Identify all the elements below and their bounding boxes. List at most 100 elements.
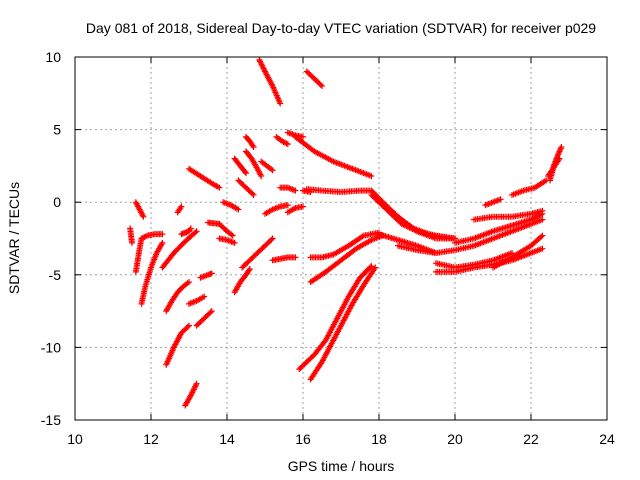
data-point (193, 228, 200, 235)
data-point (187, 225, 194, 232)
data-point (242, 168, 249, 175)
data-point (243, 170, 249, 177)
series-arc-26 (258, 158, 276, 174)
x-tick-label: 14 (219, 431, 235, 447)
data-point (538, 233, 545, 240)
data-point (558, 144, 565, 151)
chart-title: Day 081 of 2018, Sidereal Day-to-day VTE… (86, 20, 596, 36)
data-point (497, 196, 504, 203)
series-arc-10 (174, 203, 185, 216)
data-point (184, 323, 191, 330)
series-arc-30 (273, 133, 291, 148)
data-point (208, 308, 215, 315)
series-arc-06 (159, 228, 200, 271)
data-point (207, 309, 214, 316)
x-tick-label: 12 (143, 431, 159, 447)
series-arc-20 (231, 265, 253, 296)
series-arc-45 (395, 216, 546, 257)
series-arc-54 (545, 155, 563, 180)
data-point (208, 270, 215, 277)
y-tick-label: 0 (53, 194, 61, 210)
data-point (300, 203, 306, 210)
y-tick-label: -10 (41, 339, 61, 355)
data-point (372, 264, 379, 271)
data-point (192, 229, 199, 236)
series-arc-39 (307, 264, 379, 383)
y-tick-label: 5 (53, 122, 61, 138)
series-arc-07 (163, 279, 192, 315)
series-arc-41 (307, 229, 382, 261)
x-tick-labels: 10 12 14 16 18 20 22 24 (67, 431, 615, 447)
data-point (269, 167, 276, 174)
series-arc-09 (178, 225, 194, 238)
series-arc-01 (127, 225, 135, 246)
data-point (539, 207, 546, 214)
series-arc-11 (186, 165, 223, 191)
y-tick-label: -5 (49, 267, 62, 283)
series-arc-13 (186, 293, 208, 307)
series-arc-51 (482, 196, 504, 209)
x-axis-label: GPS time / hours (288, 458, 395, 474)
series-arc-02 (132, 199, 147, 220)
data-point (159, 231, 166, 238)
x-tick-label: 20 (447, 431, 463, 447)
series-arc-29 (269, 254, 299, 264)
series-arc-23 (235, 177, 257, 198)
series-arc-19 (216, 220, 236, 239)
series-arc-17 (216, 235, 238, 246)
x-tick-label: 16 (295, 431, 311, 447)
data-point (292, 254, 299, 261)
series-arc-05 (138, 231, 166, 242)
x-tick-label: 24 (599, 431, 615, 447)
data-point (250, 144, 257, 151)
data-point (539, 245, 546, 252)
series-arc-32 (284, 203, 306, 216)
x-tick-label: 22 (523, 431, 539, 447)
data-point (269, 235, 276, 242)
series-arc-04 (138, 239, 166, 307)
data-point (186, 279, 192, 286)
data-point (284, 141, 291, 148)
data-point (186, 322, 192, 329)
data-point (300, 133, 306, 140)
data-point (317, 81, 324, 88)
data-point (277, 100, 284, 107)
y-tick-label: 10 (45, 49, 61, 65)
series-arc-33 (277, 184, 299, 194)
x-tick-label: 10 (67, 431, 83, 447)
data-point (292, 187, 299, 194)
data-point (319, 83, 325, 90)
data-point (159, 239, 166, 246)
data-point (235, 206, 242, 213)
data-point (368, 263, 375, 270)
series-arc-22 (231, 155, 249, 177)
series-arc-49 (471, 207, 546, 223)
series-arc-28 (262, 202, 291, 217)
data-point (368, 173, 375, 180)
y-tick-label: -15 (41, 412, 61, 428)
series-arc-35 (303, 68, 325, 90)
data-marks (127, 56, 565, 409)
series-arc-24 (243, 148, 265, 180)
data-point (193, 380, 200, 387)
data-point (129, 239, 135, 246)
data-point (258, 173, 265, 180)
data-point (359, 233, 366, 240)
series-arc-25 (243, 133, 257, 151)
plot-frame (74, 56, 608, 421)
series-arc-50 (490, 232, 546, 271)
data-point (539, 232, 546, 239)
series-arc-48 (452, 210, 546, 246)
data-point (539, 216, 546, 223)
data-point (268, 236, 275, 243)
series-arc-03 (132, 235, 145, 275)
data-point (249, 190, 256, 197)
data-point (246, 265, 253, 272)
data-point (178, 203, 185, 210)
series-arc-14 (193, 308, 215, 329)
y-tick-labels: 10 5 0 -5 -10 -15 (41, 49, 61, 428)
series-arc-12 (182, 380, 200, 409)
data-point (201, 293, 208, 300)
series-arc-18 (220, 199, 242, 213)
